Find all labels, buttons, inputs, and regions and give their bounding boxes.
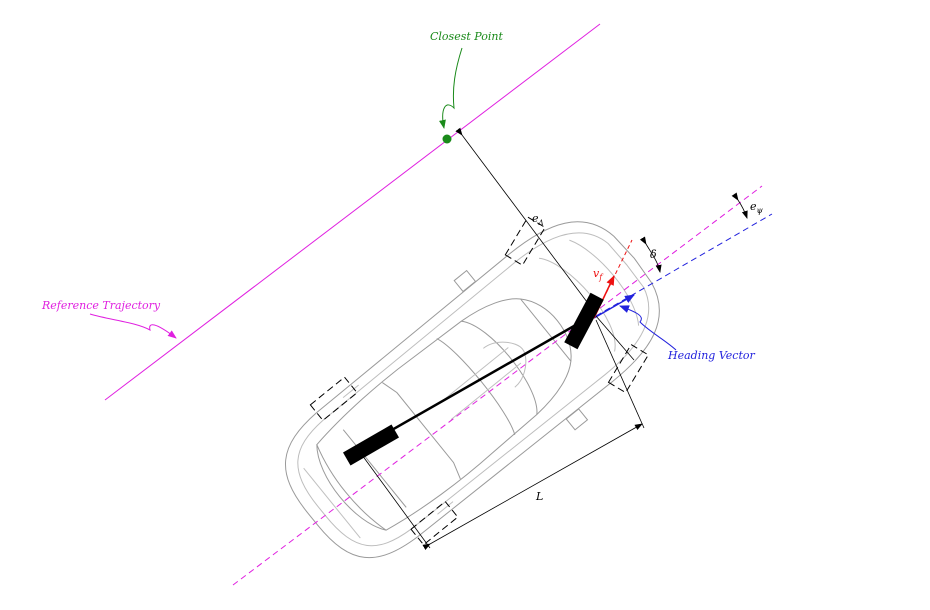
steer-angle-label: δ [650, 248, 657, 261]
lateral-error-dimension [455, 127, 597, 315]
wheelbase-line [361, 316, 589, 449]
front-velocity-symbol: v [593, 267, 600, 280]
rear-wheel [343, 424, 399, 466]
closest-point-label: Closest Point [430, 30, 503, 43]
reference-trajectory-callout [89, 313, 177, 339]
heading-error-arc [731, 192, 748, 219]
vehicle-centerline [232, 185, 763, 586]
lateral-error-subscript: Δ [538, 219, 544, 227]
front-wheel [564, 292, 604, 350]
wheelbase-ext-rear [361, 454, 431, 549]
lateral-error-symbol: e [532, 212, 539, 225]
wheelbase-ext-front [595, 319, 645, 429]
reference-trajectory-label: Reference Trajectory [41, 299, 161, 312]
front-velocity-subscript: f [598, 273, 604, 282]
closest-point-marker [442, 134, 452, 144]
heading-vector-label: Heading Vector [667, 349, 755, 362]
wheelbase-label: L [535, 490, 543, 503]
reference-trajectory-line [104, 23, 601, 401]
heading-error-subscript: ψ [757, 206, 764, 215]
wheelbase-dimension [422, 423, 643, 551]
car-body [285, 216, 660, 559]
closest-point-callout [439, 47, 463, 129]
heading-vector-arrow [593, 294, 635, 319]
steer-angle-arc [639, 236, 662, 273]
heading-vector-callout [619, 305, 677, 351]
heading-error-symbol: e [750, 200, 757, 213]
heading-error-label: eψ [750, 200, 764, 215]
heading-vector-line [595, 213, 773, 317]
lateral-error-extension [595, 315, 635, 361]
lateral-error-label: eΔ [532, 212, 544, 227]
front-velocity-label: vf [593, 267, 604, 282]
